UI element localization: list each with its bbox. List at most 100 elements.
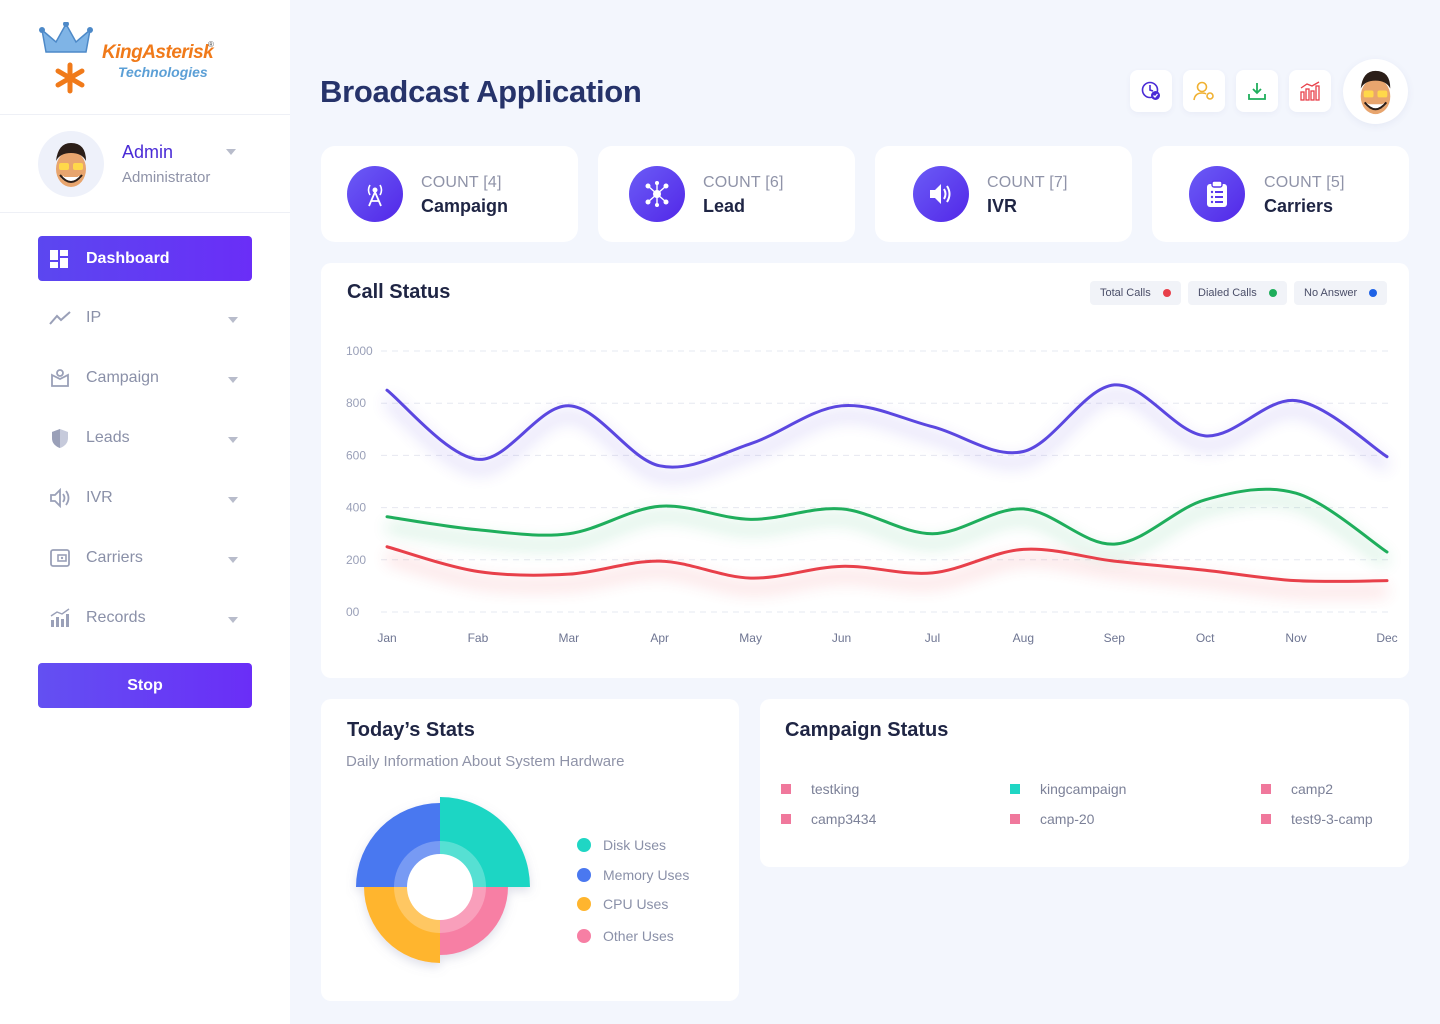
campaign-name: test9-3-camp [1291, 811, 1373, 827]
campaign-name: camp3434 [811, 811, 877, 827]
hardware-usage-pie [356, 797, 530, 963]
legend-dialed-calls[interactable]: Dialed Calls [1188, 281, 1287, 305]
stats-icon [1300, 81, 1320, 101]
speaker-icon [913, 166, 969, 222]
y-tick-label: 400 [346, 501, 366, 515]
profile-chevron-down-icon[interactable] [226, 149, 236, 155]
legend-dot [1162, 289, 1171, 297]
lead-count-card[interactable]: COUNT [6] Lead [598, 146, 855, 242]
y-tick-label: 800 [346, 396, 366, 410]
x-tick-label: Jan [377, 631, 396, 645]
sidebar-item-label: Leads [86, 429, 130, 446]
dashboard-icon [50, 249, 68, 268]
card-count: COUNT [6] [703, 174, 784, 191]
stats-button[interactable] [1289, 70, 1331, 112]
registered-mark: ® [208, 40, 214, 49]
legend-label: Other Uses [603, 928, 674, 944]
avatar-face-icon [56, 143, 86, 187]
series-glow [386, 494, 1390, 567]
legend-label: No Answer [1304, 287, 1358, 299]
legend-label: Total Calls [1100, 287, 1151, 299]
user-settings-button[interactable] [1183, 70, 1225, 112]
call-status-panel [321, 263, 1409, 678]
sidebar-item-carriers[interactable]: Carriers [48, 543, 248, 573]
pie-legend-disk: Disk Uses [577, 837, 666, 853]
card-label: Lead [703, 196, 746, 216]
status-square-icon [781, 814, 791, 824]
divider [0, 212, 290, 213]
todays-stats-subtitle: Daily Information About System Hardware [346, 753, 625, 770]
call-status-title: Call Status [347, 281, 451, 303]
avatar[interactable] [38, 131, 104, 197]
legend-total-calls[interactable]: Total Calls [1090, 281, 1181, 305]
chevron-down-icon [228, 317, 238, 323]
profile-name: Admin [122, 142, 174, 162]
x-tick-label: Dec [1376, 631, 1397, 645]
campaign-name: testking [811, 781, 860, 797]
y-tick-label: 00 [346, 605, 360, 619]
brand-logo[interactable]: KingAsterisk ® Technologies [38, 21, 228, 96]
wallet-icon [48, 546, 72, 570]
legend-dot [1268, 289, 1277, 297]
y-tick-label: 200 [346, 553, 366, 567]
sidebar-item-ip[interactable]: IP [48, 303, 248, 333]
series-line-1[interactable] [385, 487, 1389, 554]
sidebar-item-records[interactable]: Records [48, 603, 248, 633]
legend-dot [577, 868, 591, 882]
sidebar-item-label: Records [86, 609, 146, 626]
status-square-icon [1010, 814, 1020, 824]
y-tick-label: 1000 [346, 344, 373, 358]
user-avatar[interactable] [1343, 59, 1408, 124]
legend-dot [577, 929, 591, 943]
campaign-item[interactable]: camp-20 [1010, 811, 1094, 827]
pie-legend-memory: Memory Uses [577, 867, 689, 883]
legend-label: Dialed Calls [1198, 287, 1257, 299]
campaign-item[interactable]: testking [781, 781, 859, 797]
card-label: Carriers [1264, 196, 1334, 216]
stop-button[interactable]: Stop [38, 663, 252, 708]
card-count: COUNT [5] [1264, 174, 1345, 191]
campaign-item[interactable]: test9-3-camp [1261, 811, 1373, 827]
call-status-chart: 00 200 400 600 800 1000 Jan Fab Mar Apr May Jun Jul… [346, 344, 1398, 645]
ivr-count-card[interactable]: COUNT [7] IVR [875, 146, 1132, 242]
pie-legend-other: Other Uses [577, 928, 674, 944]
x-tick-label: Sep [1104, 631, 1126, 645]
x-tick-label: Apr [650, 631, 669, 645]
x-tick-label: Aug [1013, 631, 1034, 645]
schedule-button[interactable] [1130, 70, 1172, 112]
campaign-name: camp-20 [1040, 811, 1095, 827]
network-icon [629, 166, 685, 222]
campaign-item[interactable]: camp2 [1261, 781, 1333, 797]
campaign-item[interactable]: kingcampaign [1010, 781, 1126, 797]
sidebar-item-label: IVR [86, 489, 113, 506]
series-line-2[interactable] [385, 545, 1389, 583]
sidebar-item-campaign[interactable]: Campaign [48, 363, 248, 393]
legend-label: CPU Uses [603, 896, 669, 912]
series-glow [385, 551, 1388, 597]
sidebar: KingAsterisk ® Technologies Admin Admini… [0, 0, 290, 1024]
campaign-count-card[interactable]: COUNT [4] Campaign [321, 146, 578, 242]
legend-dot [577, 897, 591, 911]
status-square-icon [1010, 784, 1020, 794]
status-square-icon [1261, 814, 1271, 824]
campaign-box-icon [48, 366, 72, 390]
card-count: COUNT [7] [987, 174, 1068, 191]
campaign-item[interactable]: camp3434 [781, 811, 876, 827]
legend-dot [1369, 289, 1378, 297]
clipboard-icon [1189, 166, 1245, 222]
bar-chart-icon [48, 606, 72, 630]
legend-no-answer[interactable]: No Answer [1294, 281, 1388, 305]
sidebar-item-dashboard[interactable]: Dashboard [38, 236, 252, 281]
series-glow [383, 389, 1390, 483]
sidebar-item-ivr[interactable]: IVR [48, 483, 248, 513]
x-tick-label: May [739, 631, 762, 645]
sidebar-item-leads[interactable]: Leads [48, 423, 248, 453]
legend-label: Memory Uses [603, 867, 690, 883]
download-button[interactable] [1236, 70, 1278, 112]
pie-legend-cpu: CPU Uses [577, 896, 668, 912]
chevron-down-icon [228, 377, 238, 383]
chevron-down-icon [228, 437, 238, 443]
carriers-count-card[interactable]: COUNT [5] Carriers [1152, 146, 1409, 242]
series-line-0[interactable] [385, 383, 1389, 469]
chevron-down-icon [228, 497, 238, 503]
